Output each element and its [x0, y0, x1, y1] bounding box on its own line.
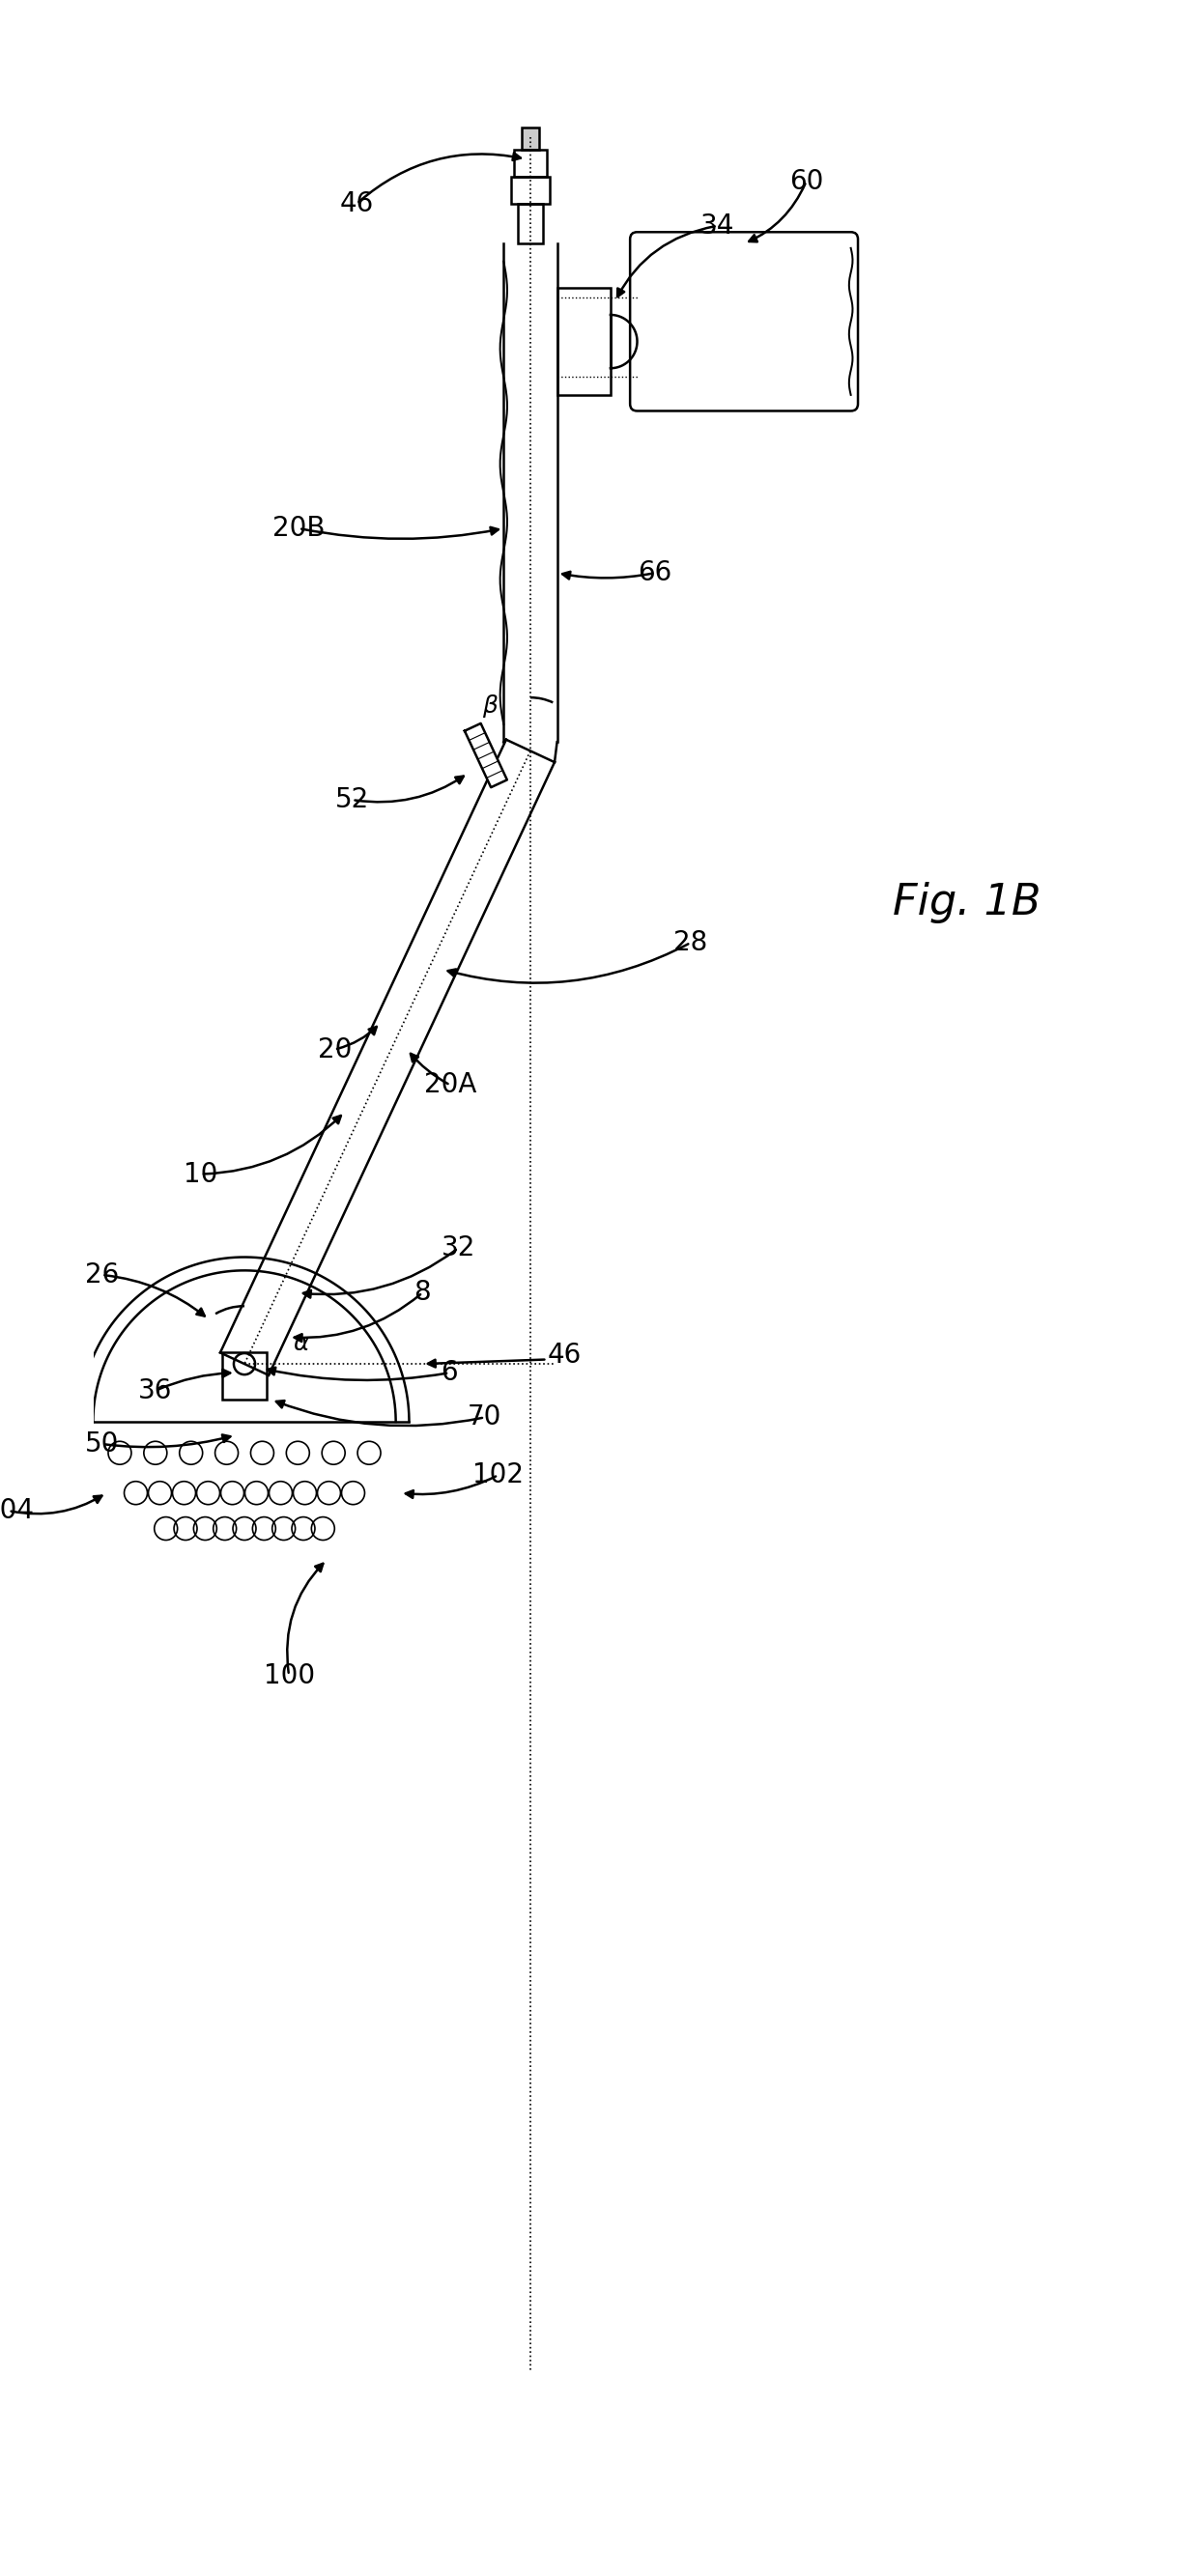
Text: 66: 66 [639, 559, 672, 587]
Text: 36: 36 [138, 1378, 173, 1404]
Text: 20: 20 [317, 1036, 351, 1064]
Text: 46: 46 [547, 1342, 582, 1368]
Text: 20A: 20A [424, 1072, 477, 1097]
Text: 28: 28 [673, 930, 708, 956]
Bar [510, 178, 550, 204]
Text: 50: 50 [85, 1430, 119, 1458]
Text: 46: 46 [340, 191, 374, 216]
Text: 20B: 20B [273, 515, 325, 541]
Bar [557, 289, 611, 394]
Bar [514, 149, 546, 178]
Bar [222, 1352, 267, 1399]
Text: 32: 32 [441, 1234, 476, 1262]
Text: Fig. 1B: Fig. 1B [893, 881, 1041, 922]
Text: 102: 102 [472, 1461, 524, 1489]
Polygon shape [465, 724, 507, 788]
Text: 8: 8 [415, 1280, 431, 1306]
Text: 6: 6 [441, 1360, 458, 1386]
Text: 100: 100 [264, 1662, 315, 1690]
Text: 10: 10 [184, 1162, 218, 1188]
Text: 26: 26 [85, 1262, 119, 1288]
Text: β: β [483, 696, 498, 719]
Text: 104: 104 [0, 1497, 34, 1525]
Text: 70: 70 [467, 1404, 502, 1430]
Text: 34: 34 [700, 211, 734, 240]
Text: 52: 52 [335, 786, 369, 814]
Bar [518, 204, 543, 245]
Bar [521, 129, 539, 149]
Text: 60: 60 [789, 167, 823, 196]
Text: α: α [294, 1332, 309, 1355]
